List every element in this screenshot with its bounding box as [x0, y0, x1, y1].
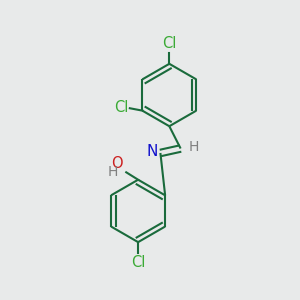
Text: Cl: Cl [131, 255, 145, 270]
Text: N: N [147, 144, 158, 159]
Text: H: H [189, 140, 199, 154]
Text: H: H [108, 165, 118, 179]
Text: O: O [112, 156, 123, 171]
Text: Cl: Cl [162, 36, 176, 51]
Text: Cl: Cl [114, 100, 128, 115]
